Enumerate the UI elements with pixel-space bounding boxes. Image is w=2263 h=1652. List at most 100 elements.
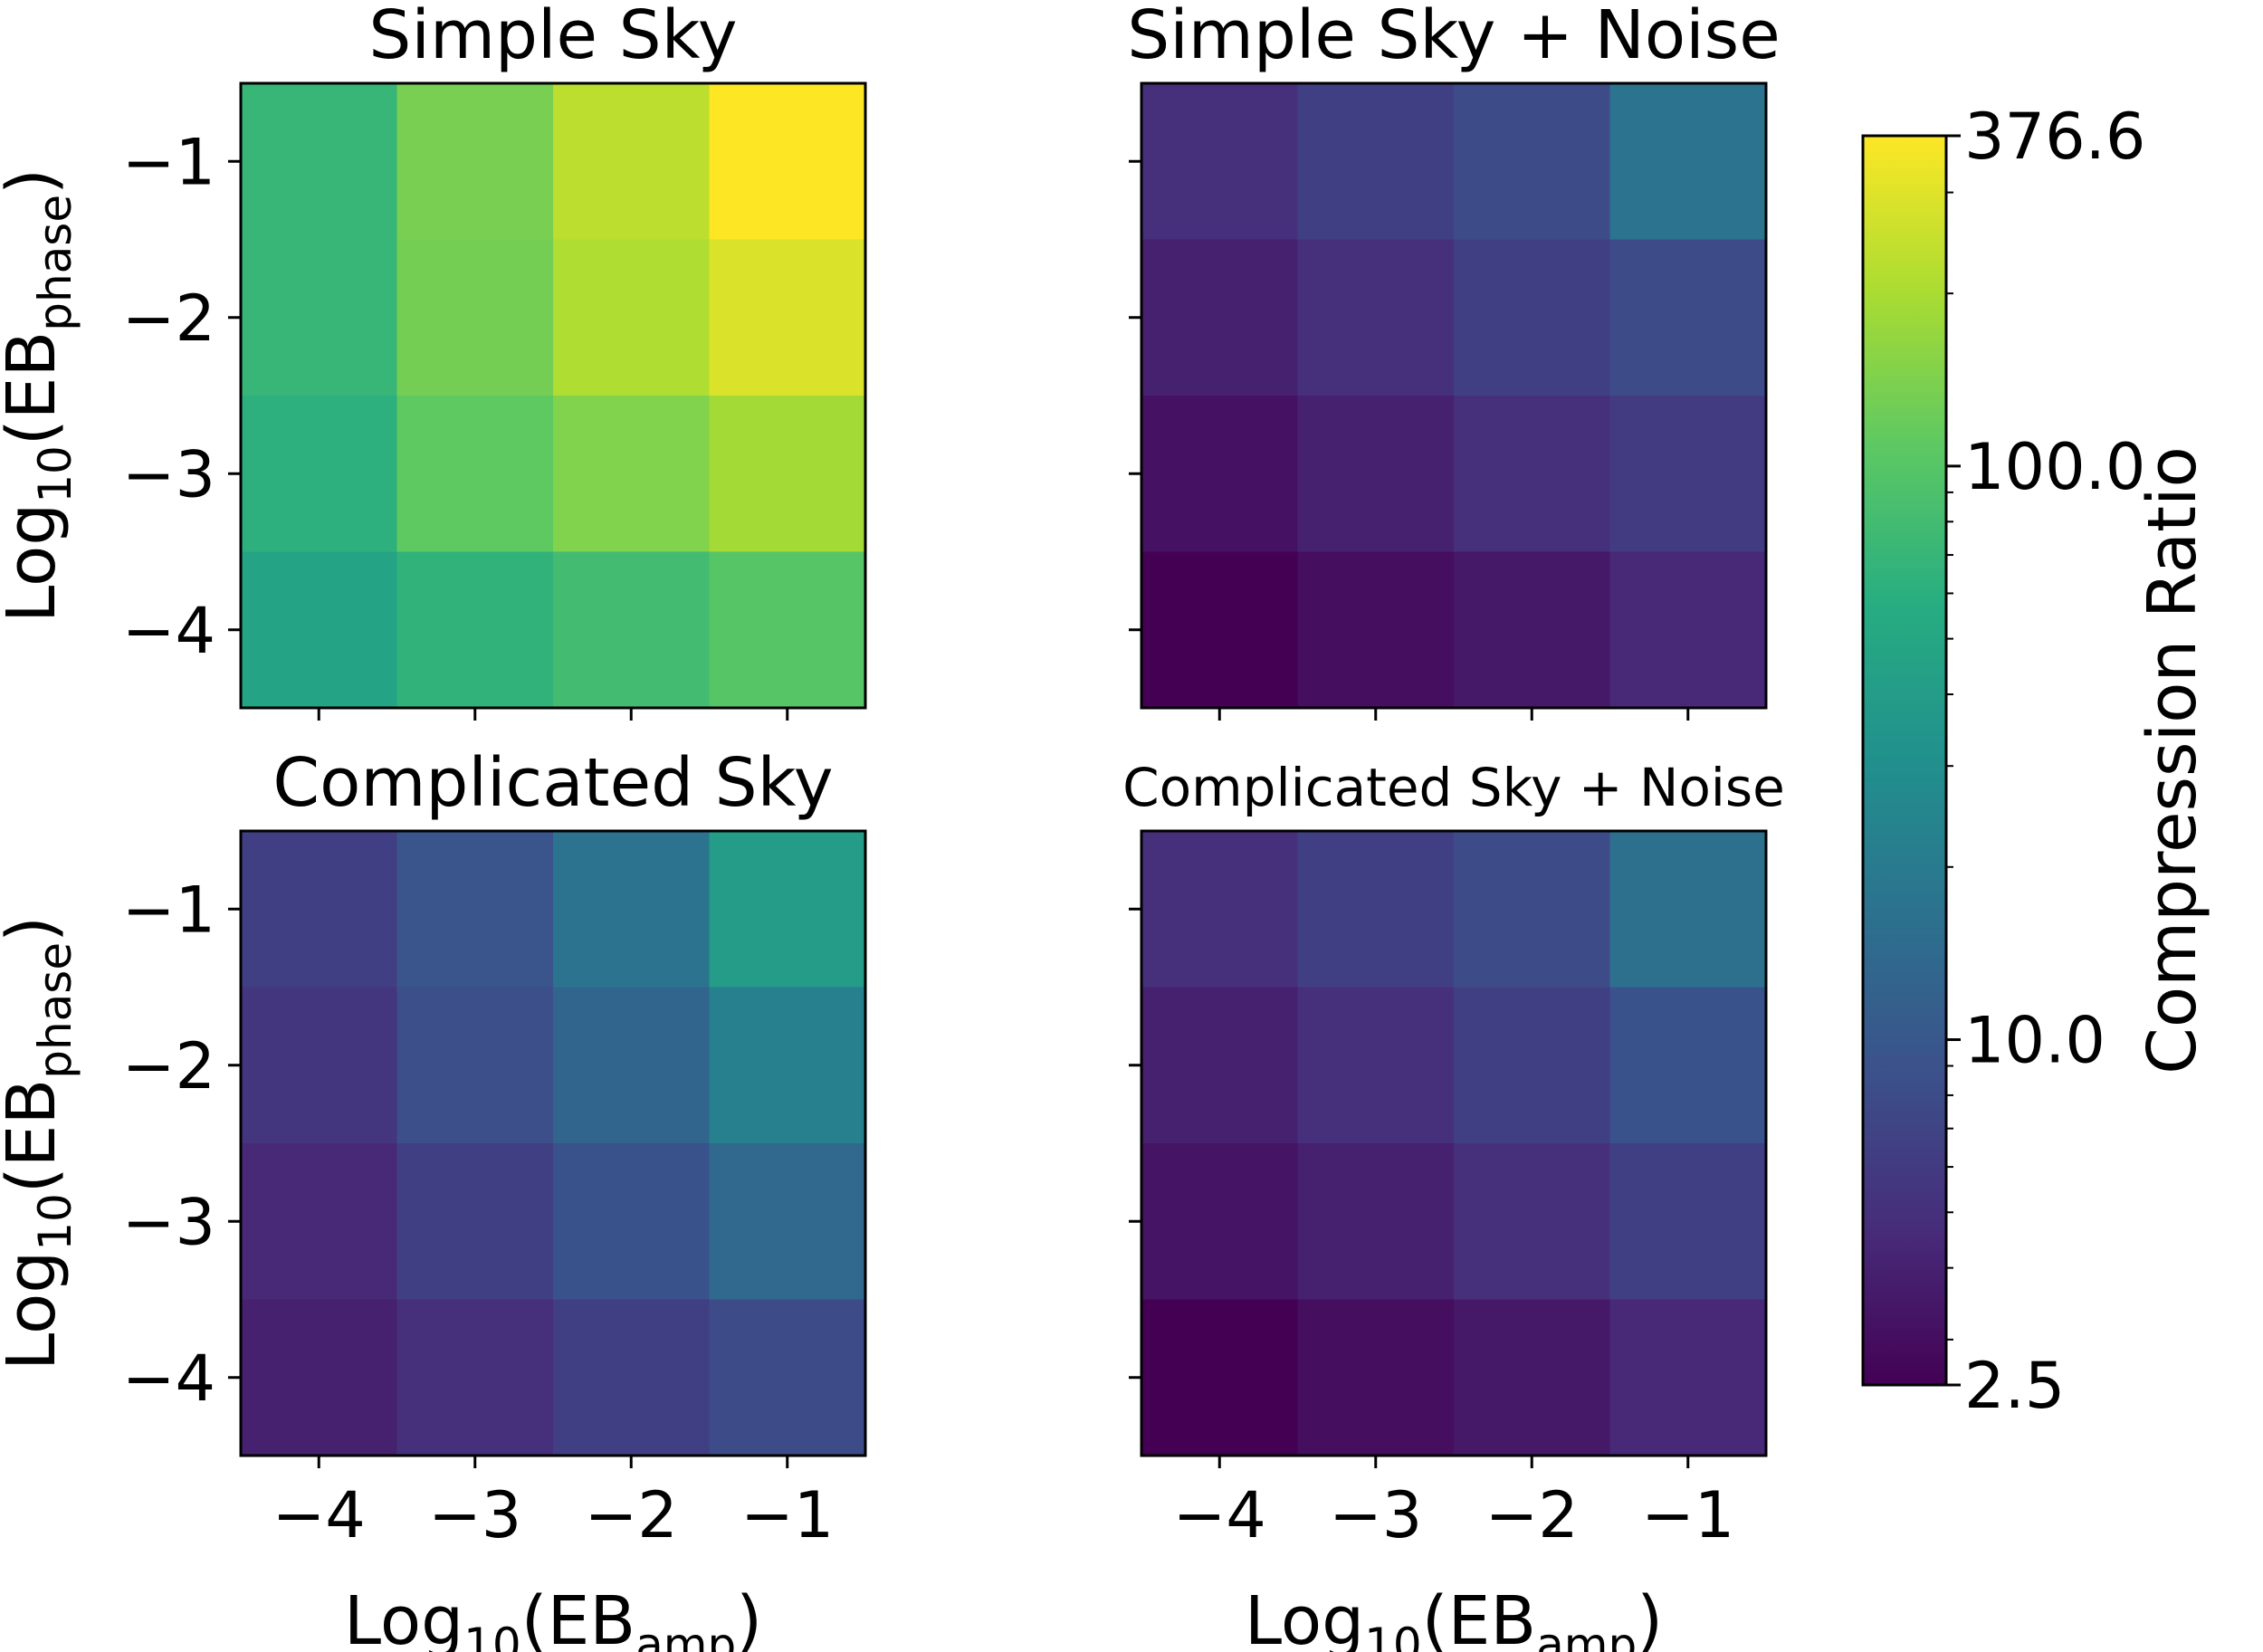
y-tick-label: −2	[122, 1029, 215, 1103]
y-tick-label: −3	[122, 1185, 215, 1259]
colorbar-gradient	[1863, 136, 1946, 1385]
y-tick-label: −3	[122, 437, 215, 511]
y-axis-label: Log10(EBphase)	[0, 168, 81, 623]
y-tick-label: −1	[122, 125, 215, 199]
x-tick-label: −1	[1641, 1478, 1734, 1552]
heatmap-cell	[396, 987, 554, 1144]
heatmap-cell	[396, 396, 554, 552]
x-tick-label: −2	[585, 1478, 678, 1552]
y-axis-label: Log10(EBphase)	[0, 916, 81, 1370]
heatmap-cell	[396, 239, 554, 396]
heatmap-cell	[1141, 1299, 1298, 1456]
heatmap-cell	[1297, 396, 1455, 552]
heatmap-panel-2: Simple Sky + Noise	[1127, 0, 1781, 721]
x-tick-label: −1	[740, 1478, 834, 1552]
heatmap-cell	[241, 239, 397, 396]
heatmap-cell	[709, 1299, 866, 1456]
heatmap-cell	[1454, 1143, 1610, 1300]
heatmap-cell	[1297, 551, 1455, 709]
heatmap-cell	[1609, 1143, 1767, 1300]
heatmap-cell	[396, 83, 554, 240]
heatmap-cell	[1141, 987, 1298, 1144]
heatmap-cell	[553, 83, 710, 240]
heatmap-cell	[241, 83, 397, 240]
heatmap-cell	[241, 987, 397, 1144]
y-tick-label: −4	[122, 594, 215, 668]
heatmap-cell	[396, 831, 554, 988]
heatmap-cell	[1141, 83, 1298, 240]
heatmap-cell	[553, 396, 710, 552]
heatmap-cell	[1609, 1299, 1767, 1456]
plot-frame	[1140, 829, 1768, 1457]
heatmap-cell	[396, 1143, 554, 1300]
heatmap-cell	[553, 987, 710, 1144]
heatmap-cell	[1297, 83, 1455, 240]
heatmap-cell	[1454, 831, 1610, 988]
heatmap-cell	[709, 551, 866, 709]
heatmap-cell	[709, 83, 866, 240]
panel-title: Complicated Sky	[272, 744, 833, 822]
heatmap-cell	[709, 1143, 866, 1300]
colorbar: 376.6 100.0 10.0 2.5 Compression Ratio	[1861, 100, 2211, 1423]
colorbar-tick-label: 100.0	[1964, 430, 2145, 504]
colorbar-frame	[1861, 134, 1948, 1387]
heatmap-cell	[1297, 831, 1455, 988]
heatmap-cell	[241, 551, 397, 709]
heatmap-cell	[1609, 987, 1767, 1144]
heatmap-cell	[1609, 551, 1767, 709]
y-tick-label: −2	[122, 282, 215, 356]
heatmap-cell	[1141, 831, 1298, 988]
heatmap-cell	[553, 1143, 710, 1300]
heatmap-panel-4: Complicated Sky + Noise −4 −3 −2 −1 Log10(EBa…	[1122, 757, 1785, 1652]
heatmap-cell	[553, 1299, 710, 1456]
panel-title: Simple Sky	[368, 0, 737, 74]
heatmap-cell	[1609, 83, 1767, 240]
x-tick-label: −4	[272, 1478, 366, 1552]
panel-title: Complicated Sky + Noise	[1122, 757, 1785, 818]
heatmap-cell	[1141, 1143, 1298, 1300]
x-tick-label: −3	[428, 1478, 521, 1552]
heatmap-cell	[241, 396, 397, 552]
heatmap-cell	[241, 1299, 397, 1456]
heatmap-cell	[1297, 987, 1455, 1144]
colorbar-tick-label: 376.6	[1964, 100, 2145, 174]
x-axis-label: Log10(EBamp)	[344, 1582, 762, 1652]
heatmap-cell	[1454, 239, 1610, 396]
heatmap-cell	[553, 831, 710, 988]
heatmap-cell	[241, 831, 397, 988]
plot-frame	[1140, 81, 1768, 710]
heatmap-cell	[709, 831, 866, 988]
heatmap-panel-3: Complicated Sky −4 −3 −2 −1 −1 −2 −3 −4 Log10(EBa…	[0, 744, 867, 1652]
x-tick-label: −3	[1329, 1478, 1422, 1552]
x-tick-label: −2	[1485, 1478, 1579, 1552]
heatmap-cell	[1454, 1299, 1610, 1456]
y-tick-label: −4	[122, 1342, 215, 1416]
colorbar-tick-label: 2.5	[1964, 1349, 2065, 1423]
heatmap-cell	[1297, 1299, 1455, 1456]
heatmap-cell	[709, 987, 866, 1144]
heatmap-cell	[1454, 987, 1610, 1144]
heatmap-cell	[709, 396, 866, 552]
heatmap-cell	[1141, 239, 1298, 396]
heatmap-cell	[1454, 551, 1610, 709]
heatmap-cell	[553, 239, 710, 396]
heatmap-cell	[1297, 1143, 1455, 1300]
heatmap-cell	[1609, 396, 1767, 552]
heatmap-cell	[396, 1299, 554, 1456]
colorbar-label: Compression Ratio	[2134, 446, 2211, 1074]
heatmap-cell	[1609, 831, 1767, 988]
heatmap-cell	[1141, 396, 1298, 552]
plot-frame	[239, 829, 867, 1457]
heatmap-cell	[1454, 396, 1610, 552]
panel-title: Simple Sky + Noise	[1127, 0, 1781, 74]
x-axis-label: Log10(EBamp)	[1245, 1582, 1663, 1652]
heatmap-cell	[1609, 239, 1767, 396]
heatmap-cell	[709, 239, 866, 396]
plot-frame	[239, 81, 867, 710]
heatmap-panel-1: Simple Sky −1 −2 −3 −4 Log10(EBphase)	[0, 0, 867, 721]
colorbar-tick-label: 10.0	[1964, 1004, 2105, 1078]
heatmap-cell	[396, 551, 554, 709]
x-tick-label: −4	[1173, 1478, 1266, 1552]
heatmap-cell	[1141, 551, 1298, 709]
